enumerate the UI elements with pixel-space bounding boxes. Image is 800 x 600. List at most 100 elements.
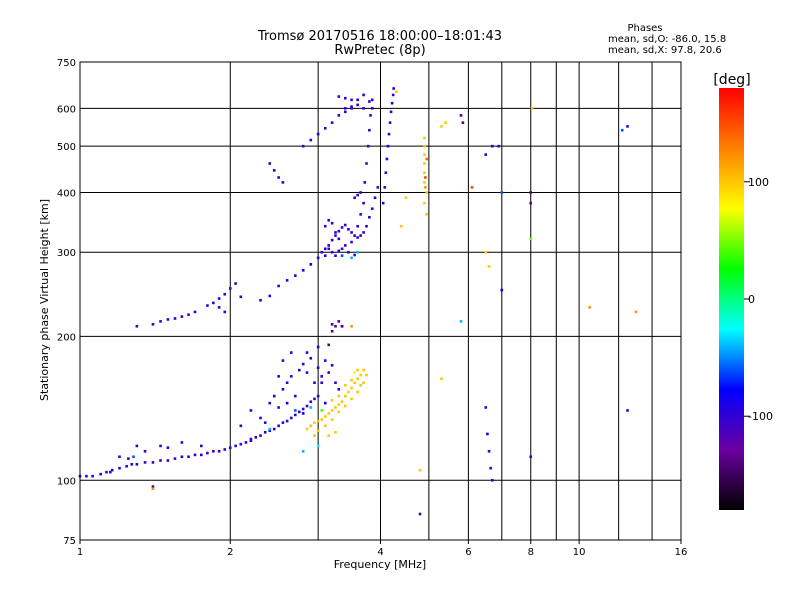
phases-line-x: mean, sd,X: 97.8, 20.6	[608, 45, 722, 56]
echo-point	[353, 371, 356, 374]
echo-point	[244, 441, 248, 444]
echo-point	[368, 128, 371, 132]
echo-point	[425, 191, 428, 194]
echo-point	[316, 394, 320, 398]
echo-point	[110, 468, 114, 472]
echo-point	[223, 292, 227, 296]
echo-point	[263, 431, 267, 434]
echo-point	[330, 418, 334, 421]
echo-point	[151, 485, 155, 488]
echo-point	[385, 157, 389, 161]
echo-point	[425, 157, 428, 161]
echo-point	[424, 186, 427, 189]
echo-point	[362, 231, 365, 234]
echo-point	[362, 107, 365, 110]
echo-point	[268, 429, 272, 432]
echo-point	[297, 410, 301, 414]
echo-point	[384, 171, 388, 175]
echo-point	[249, 409, 253, 412]
echo-point	[529, 455, 533, 459]
echo-point	[340, 400, 344, 404]
echo-point	[353, 234, 356, 237]
echo-point	[399, 224, 403, 228]
echo-point	[309, 138, 313, 142]
echo-point	[484, 406, 488, 409]
grid-lines	[80, 62, 681, 540]
echo-point	[223, 448, 227, 451]
echo-point	[343, 96, 347, 100]
echo-point	[320, 250, 324, 254]
echo-point	[340, 226, 344, 229]
echo-point	[390, 101, 394, 105]
echo-point	[217, 449, 221, 453]
colorbar-tick-label: 100	[748, 176, 769, 189]
echo-point	[330, 121, 334, 124]
echo-point	[320, 409, 324, 412]
echo-point	[529, 191, 533, 194]
echo-point	[337, 388, 341, 391]
echo-point	[309, 263, 313, 266]
echo-point	[249, 439, 253, 443]
echo-point	[323, 401, 327, 405]
echo-point	[118, 455, 121, 459]
echo-point	[334, 254, 337, 258]
echo-point	[459, 320, 463, 323]
echo-point	[223, 310, 227, 314]
y-tick-label: 500	[57, 142, 76, 153]
echo-point	[337, 403, 341, 406]
x-tick-label: 1	[77, 547, 83, 558]
echo-point	[381, 201, 385, 205]
echo-point	[316, 429, 320, 432]
echo-point	[294, 409, 297, 412]
echo-point	[440, 125, 443, 128]
echo-point	[425, 213, 428, 216]
echo-point	[268, 162, 272, 165]
echo-point	[391, 93, 395, 97]
echo-point	[239, 424, 243, 428]
echo-point	[277, 406, 280, 409]
echo-point	[180, 441, 184, 444]
echo-point	[359, 373, 362, 377]
y-tick-label: 200	[57, 332, 76, 343]
echo-point	[359, 213, 362, 216]
echo-point	[362, 368, 365, 372]
echo-point	[327, 434, 331, 437]
echo-point	[259, 416, 262, 420]
echo-point	[424, 176, 427, 179]
echo-point	[217, 297, 221, 300]
echo-point	[470, 186, 474, 189]
echo-point	[343, 110, 347, 114]
echo-point	[337, 410, 341, 414]
echo-point	[206, 304, 209, 307]
echo-point	[132, 455, 135, 459]
echo-point	[392, 87, 395, 90]
echo-point	[634, 310, 638, 314]
echo-point	[444, 121, 447, 124]
echo-point	[285, 401, 289, 405]
echo-point	[289, 351, 293, 354]
echo-point	[500, 288, 504, 292]
echo-point	[130, 463, 134, 466]
echo-point	[268, 427, 272, 431]
echo-point	[272, 169, 276, 172]
echo-point	[166, 318, 170, 321]
echo-point	[323, 224, 327, 228]
echo-point	[305, 404, 309, 408]
echo-point	[281, 388, 285, 391]
echo-point	[363, 181, 367, 184]
echo-point	[272, 394, 276, 398]
echo-point	[529, 237, 533, 241]
echo-point	[334, 231, 337, 234]
echo-point	[356, 193, 359, 197]
echo-point	[356, 377, 359, 381]
echo-point	[108, 470, 112, 474]
echo-point	[297, 368, 301, 372]
echo-point	[249, 437, 253, 441]
echo-point	[620, 128, 624, 132]
echo-point	[334, 324, 337, 328]
echo-point	[301, 449, 305, 453]
echo-point	[323, 415, 327, 418]
echo-point	[334, 381, 337, 385]
echo-point	[309, 356, 313, 360]
echo-point	[281, 421, 285, 424]
